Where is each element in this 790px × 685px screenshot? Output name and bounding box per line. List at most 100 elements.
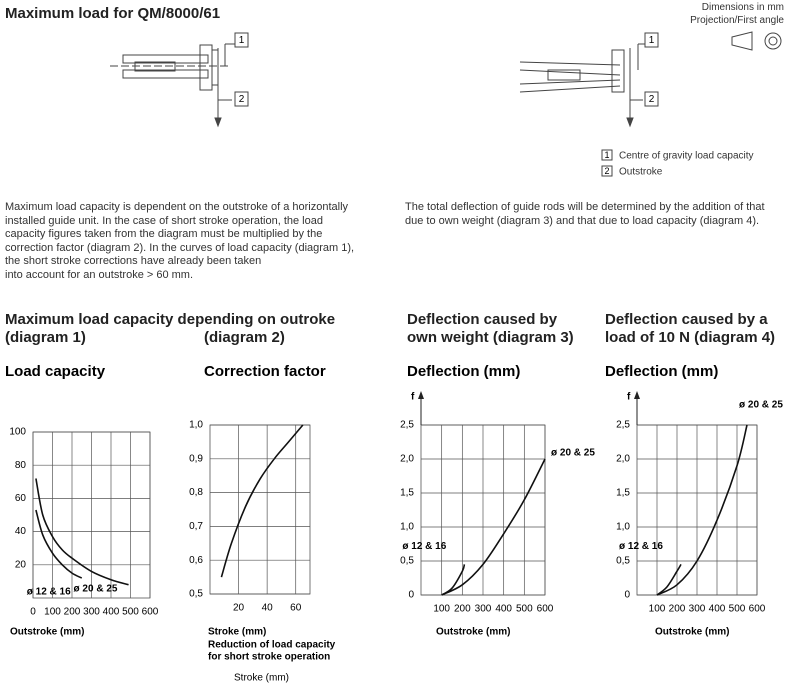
- x-tick-label: 200: [669, 604, 686, 615]
- y-tick-label: 0,5: [400, 556, 414, 567]
- curve: [656, 424, 748, 596]
- callout-number: 1: [239, 35, 245, 46]
- x-tick-label: 100: [433, 604, 450, 615]
- paragraph: Maximum load capacity is dependent on th…: [5, 201, 385, 282]
- x-axis-label: Outstroke (mm): [655, 627, 729, 638]
- x-tick-label: 300: [83, 607, 100, 618]
- x-tick-label: 20: [233, 603, 245, 614]
- x-tick-label: 60: [290, 603, 302, 614]
- y-tick-label: 0,8: [189, 487, 203, 498]
- y-axis-label: f: [627, 392, 631, 403]
- text-line: capacity figures taken from the diagram …: [5, 228, 323, 240]
- section-heading: Maximum load capacity depending on outro…: [5, 311, 336, 328]
- text-line: into account for an outstroke > 60 mm.: [5, 268, 194, 281]
- chart-title: Deflection (mm): [407, 363, 520, 380]
- y-tick-label: 1,0: [616, 522, 630, 533]
- x-tick-label: 400: [495, 604, 512, 615]
- curve: [441, 564, 466, 596]
- curve: [220, 424, 304, 578]
- legend-label: Outstroke: [619, 167, 663, 178]
- series-label: ø 12 & 16: [402, 541, 446, 552]
- curve: [35, 478, 129, 586]
- callout-number: 2: [239, 94, 245, 105]
- x-tick-label: 600: [749, 604, 766, 615]
- callout-number: 1: [649, 35, 655, 46]
- text-line: correction factor (diagram 2). In the cu…: [5, 241, 355, 254]
- text-line: Maximum load capacity is dependent on th…: [5, 201, 349, 213]
- y-tick-label: 0: [624, 590, 630, 601]
- y-tick-label: 60: [15, 493, 27, 504]
- legend-box: [601, 165, 613, 177]
- y-tick-label: 1,5: [400, 488, 414, 499]
- text-line: installed guide unit. In the case of sho…: [5, 214, 323, 227]
- legend-box: [601, 149, 613, 161]
- arrow-head: [418, 391, 424, 399]
- x-tick-label: 400: [709, 604, 726, 615]
- callout-number: 2: [649, 94, 655, 105]
- guide-drawing: [519, 32, 659, 128]
- series-label: ø 20 & 25: [551, 448, 595, 459]
- series-label: ø 12 & 16: [619, 541, 663, 552]
- text-line: due to own weight (diagram 3) and that d…: [405, 214, 760, 227]
- y-tick-label: 2,5: [400, 420, 414, 431]
- x-tick-label: 600: [537, 604, 554, 615]
- y-tick-label: 100: [9, 427, 26, 438]
- x-tick-label: 300: [475, 604, 492, 615]
- projection-note: Projection/First angle: [690, 15, 784, 26]
- x-tick-label: 500: [516, 604, 533, 615]
- section-heading: Deflection caused by a load of 10 N (dia…: [605, 311, 776, 346]
- x-tick-label: 40: [262, 603, 274, 614]
- y-axis-label: f: [411, 392, 415, 403]
- series-label: ø 12 & 16: [27, 587, 71, 598]
- paragraph: The total deflection of guide rods will …: [405, 201, 790, 228]
- x-tick-label: 600: [142, 607, 159, 618]
- curve: [656, 563, 682, 596]
- x-axis-label: Stroke (mm): [208, 627, 266, 638]
- x-tick-label: 0: [30, 607, 36, 618]
- x-tick-label: 100: [649, 604, 666, 615]
- y-tick-label: 40: [15, 526, 27, 537]
- x-tick-label: 500: [729, 604, 746, 615]
- y-tick-label: 0,7: [189, 521, 203, 532]
- section-heading: (diagram 1): [5, 329, 86, 346]
- y-tick-label: 0,6: [189, 555, 203, 566]
- x-tick-label: 200: [454, 604, 471, 615]
- y-tick-label: 1,0: [400, 522, 414, 533]
- x-axis-label: Outstroke (mm): [436, 627, 510, 638]
- series-label: ø 20 & 25: [739, 400, 783, 411]
- legend-number: 1: [604, 150, 609, 160]
- dimensions-note: Dimensions in mm: [701, 2, 784, 13]
- section-heading: (diagram 2): [204, 329, 285, 346]
- x-tick-label: 300: [689, 604, 706, 615]
- y-tick-label: 0,5: [189, 589, 203, 600]
- y-tick-label: 2,0: [616, 454, 630, 465]
- series-label: ø 20 & 25: [74, 583, 118, 594]
- x-axis-note: Reduction of load capacity: [208, 640, 336, 651]
- x-tick-label: 100: [44, 607, 61, 618]
- text-line: The total deflection of guide rods will …: [405, 201, 765, 213]
- y-tick-label: 80: [15, 460, 27, 471]
- axis-footer: Stroke (mm): [234, 673, 289, 684]
- page-title: Maximum load for QM/8000/61: [5, 5, 221, 22]
- legend-label: Centre of gravity load capacity: [619, 151, 754, 162]
- y-tick-label: 0: [408, 590, 414, 601]
- curve: [35, 509, 83, 579]
- chart-title: Load capacity: [5, 363, 106, 380]
- y-tick-label: 1,0: [189, 420, 203, 431]
- guide-drawing: [110, 32, 249, 128]
- projection-symbol: [731, 31, 782, 51]
- x-tick-label: 400: [103, 607, 120, 618]
- y-tick-label: 0,9: [189, 453, 203, 464]
- plot-frame: [209, 424, 311, 595]
- section-heading: Deflection caused by own weight (diagram…: [407, 311, 574, 346]
- arrow-head: [634, 391, 640, 399]
- chart-title: Correction factor: [204, 363, 326, 380]
- legend-number: 2: [604, 166, 609, 176]
- x-axis-label: Outstroke (mm): [10, 627, 84, 638]
- y-tick-label: 1,5: [616, 488, 630, 499]
- y-tick-label: 20: [15, 559, 27, 570]
- x-tick-label: 500: [122, 607, 139, 618]
- x-axis-note: for short stroke operation: [208, 652, 330, 663]
